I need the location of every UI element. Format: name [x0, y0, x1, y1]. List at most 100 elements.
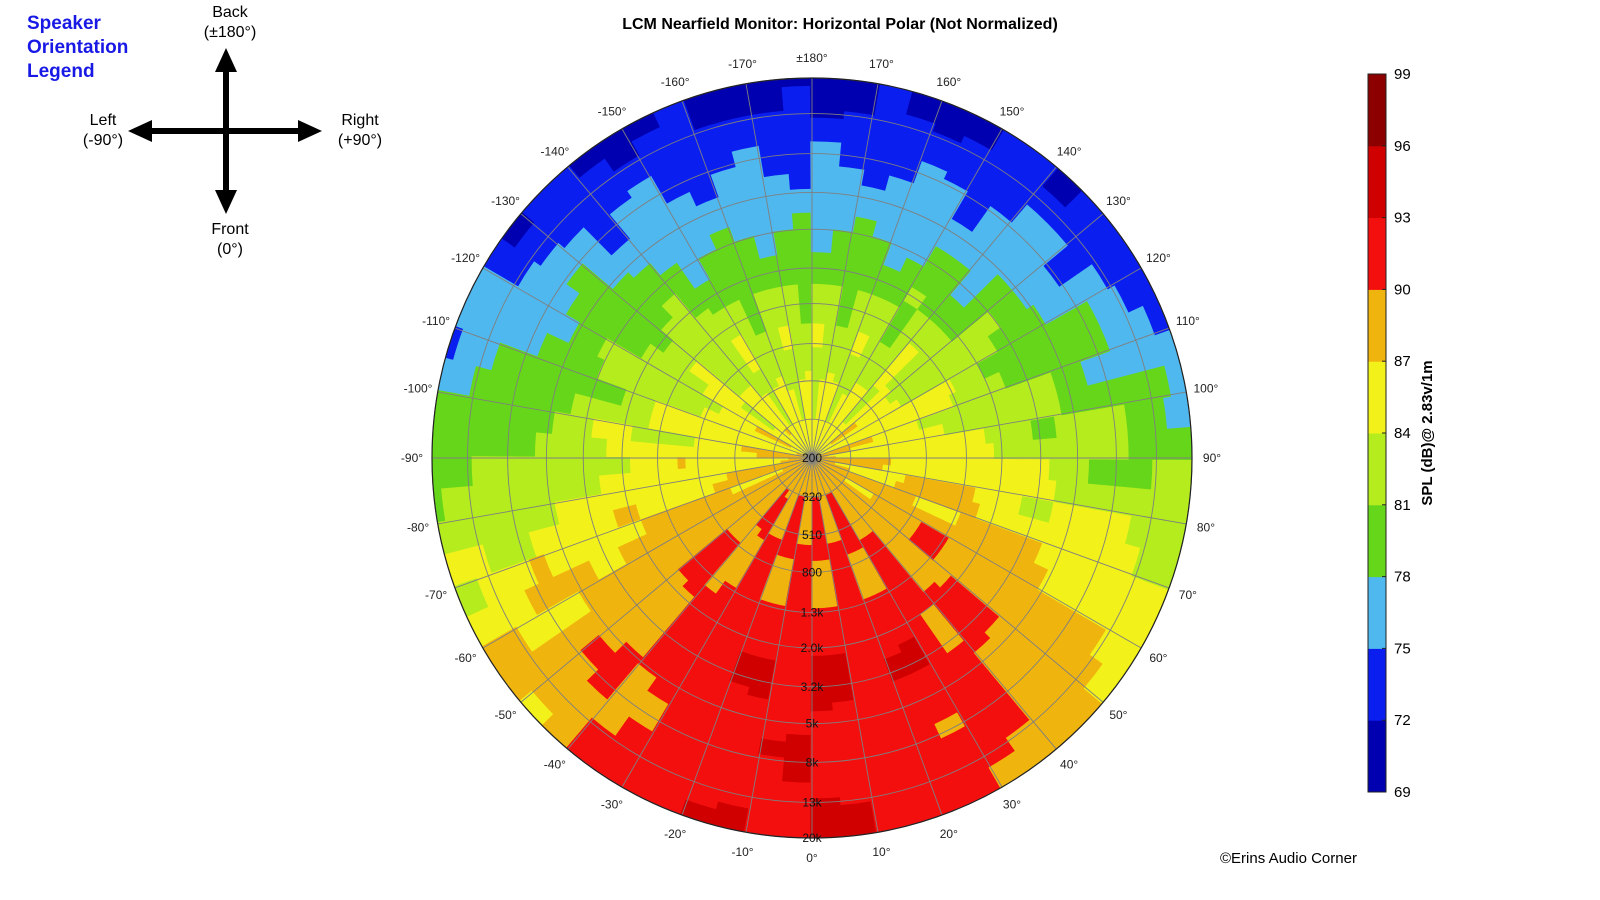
heatmap-cell: [592, 219, 620, 247]
heatmap-cell: [1001, 711, 1033, 739]
heatmap-cell: [629, 314, 649, 337]
heatmap-cell: [605, 438, 615, 460]
heatmap-cell: [612, 508, 627, 530]
heatmap-cell: [784, 416, 793, 426]
heatmap-cell: [706, 226, 732, 244]
heatmap-cell: [622, 675, 650, 700]
heatmap-cell: [796, 291, 813, 301]
heatmap-cell: [724, 129, 758, 145]
heatmap-cell: [1080, 432, 1090, 460]
heatmap-cell: [848, 485, 859, 495]
heatmap-cell: [544, 247, 571, 278]
heatmap-cell: [916, 737, 948, 757]
heatmap-cell: [751, 671, 775, 685]
heatmap-cell: [601, 141, 636, 168]
heatmap-cell: [494, 456, 505, 488]
heatmap-cell: [1026, 538, 1044, 564]
heatmap-cell: [552, 177, 585, 208]
heatmap-cell: [678, 608, 700, 628]
orientation-left-label: Left (-90°): [63, 111, 143, 151]
heatmap-cell: [624, 353, 642, 376]
heatmap-cell: [1005, 363, 1022, 386]
heatmap-cell: [647, 514, 662, 533]
heatmap-cell: [1048, 390, 1063, 417]
heatmap-cell: [732, 235, 756, 251]
heatmap-cell: [827, 644, 848, 656]
angular-gridline: [621, 128, 813, 459]
heatmap-cell: [693, 128, 728, 147]
heatmap-cell: [828, 244, 851, 256]
heatmap-cell: [645, 470, 657, 488]
heatmap-cell: [952, 430, 963, 447]
heatmap-cell: [859, 457, 869, 464]
heatmap-cell: [584, 583, 606, 610]
heatmap-cell: [659, 602, 681, 623]
heatmap-cell: [627, 669, 655, 693]
angle-tick-label: -90°: [401, 451, 423, 465]
heatmap-cell: [868, 235, 892, 251]
heatmap-cell: [653, 369, 669, 389]
heatmap-cell: [780, 446, 790, 452]
heatmap-cell: [555, 665, 584, 695]
heatmap-cell: [844, 477, 854, 486]
heatmap-cell: [602, 530, 619, 553]
heatmap-cell: [1042, 369, 1058, 396]
heatmap-cell: [619, 112, 657, 137]
heatmap-cell: [1019, 378, 1035, 402]
angle-tick-label: -70°: [425, 588, 447, 602]
heatmap-cell: [974, 216, 1002, 241]
heatmap-cell: [670, 591, 691, 611]
heatmap-cell: [649, 99, 687, 122]
heatmap-cell: [645, 457, 655, 474]
heatmap-cell: [740, 457, 749, 465]
heatmap-cell: [878, 636, 901, 653]
heatmap-cell: [754, 296, 772, 310]
heatmap-cell: [1003, 341, 1022, 366]
heatmap-cell: [757, 470, 768, 478]
heatmap-cell: [792, 655, 814, 665]
heatmap-cell: [604, 383, 619, 406]
heatmap-cell: [488, 638, 515, 674]
angular-gridline: [621, 457, 813, 788]
heatmap-cell: [962, 570, 982, 592]
heatmap-cell: [973, 256, 999, 280]
heatmap-cell: [987, 588, 1008, 613]
heatmap-cell: [823, 477, 831, 487]
heatmap-cell: [642, 570, 662, 592]
heatmap-cell: [872, 801, 909, 818]
heatmap-cell: [951, 645, 977, 667]
heatmap-cell: [921, 510, 935, 527]
heatmap-cell: [518, 227, 547, 260]
heatmap-cell: [604, 510, 619, 533]
heatmap-cell: [785, 437, 794, 445]
heatmap-cell: [631, 262, 656, 286]
heatmap-cell: [892, 226, 918, 244]
heatmap-cell: [737, 651, 760, 666]
heatmap-cell: [845, 418, 856, 428]
angle-tick-label: -140°: [540, 145, 569, 159]
heatmap-cell: [666, 758, 700, 780]
heatmap-cell: [749, 513, 762, 526]
heatmap-cell: [1094, 534, 1112, 566]
heatmap-cell: [994, 232, 1021, 258]
heatmap-cell: [828, 414, 837, 424]
heatmap-cell: [1051, 313, 1072, 343]
heatmap-cell: [792, 251, 814, 261]
heatmap-cell: [810, 804, 845, 815]
heatmap-cell: [654, 608, 676, 630]
heatmap-cell: [820, 559, 832, 570]
heatmap-cell: [902, 578, 920, 596]
heatmap-cell: [1102, 247, 1129, 282]
angular-gridline: [811, 457, 943, 816]
heatmap-cell: [937, 230, 964, 252]
heatmap-cell: [810, 156, 840, 167]
heatmap-cell: [810, 812, 846, 823]
heatmap-cell: [509, 289, 532, 323]
heatmap-cell: [724, 574, 742, 590]
heatmap-cell: [531, 685, 562, 718]
heatmap-cell: [875, 451, 884, 459]
heatmap-cell: [1103, 430, 1114, 460]
heatmap-cell: [541, 719, 575, 751]
heatmap-cell: [570, 620, 595, 648]
heatmap-cell: [678, 638, 703, 658]
